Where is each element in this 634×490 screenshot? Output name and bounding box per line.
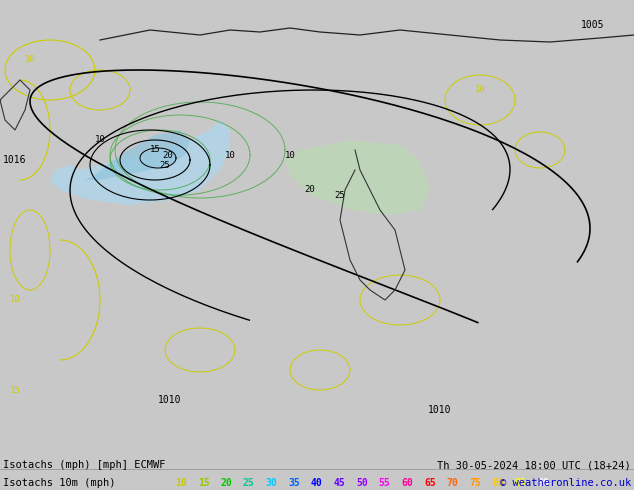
Text: 15: 15 — [10, 386, 20, 394]
Text: Isotachs 10m (mph): Isotachs 10m (mph) — [3, 478, 115, 488]
Polygon shape — [285, 140, 430, 215]
Text: 20: 20 — [304, 186, 315, 195]
Text: 1016: 1016 — [3, 155, 27, 165]
Text: 10: 10 — [94, 136, 105, 145]
Text: 20: 20 — [220, 478, 232, 488]
Text: 10: 10 — [224, 150, 235, 160]
Text: 25: 25 — [160, 161, 171, 170]
Text: 10: 10 — [10, 295, 20, 304]
Text: 1010: 1010 — [158, 395, 182, 405]
Text: 20: 20 — [163, 150, 173, 160]
Text: 45: 45 — [333, 478, 346, 488]
Text: 1010: 1010 — [428, 405, 452, 415]
Text: 1005: 1005 — [581, 20, 605, 30]
Text: Th 30-05-2024 18:00 UTC (18+24): Th 30-05-2024 18:00 UTC (18+24) — [437, 460, 631, 470]
Polygon shape — [50, 120, 230, 205]
Text: 75: 75 — [469, 478, 481, 488]
Text: 15: 15 — [150, 146, 160, 154]
Text: 25: 25 — [335, 191, 346, 199]
Text: © weatheronline.co.uk: © weatheronline.co.uk — [500, 478, 631, 488]
Text: 65: 65 — [424, 478, 436, 488]
Text: 10: 10 — [475, 85, 486, 95]
Text: 90: 90 — [538, 478, 549, 488]
Text: 35: 35 — [288, 478, 300, 488]
Text: 25: 25 — [243, 478, 255, 488]
Polygon shape — [85, 130, 190, 180]
Text: 30: 30 — [266, 478, 277, 488]
Text: 85: 85 — [515, 478, 526, 488]
Text: 40: 40 — [311, 478, 323, 488]
Text: 10: 10 — [175, 478, 187, 488]
Text: 80: 80 — [492, 478, 504, 488]
Text: 50: 50 — [356, 478, 368, 488]
Text: 10: 10 — [285, 150, 295, 160]
Text: Isotachs (mph) [mph] ECMWF: Isotachs (mph) [mph] ECMWF — [3, 460, 165, 470]
Text: 15: 15 — [198, 478, 209, 488]
Text: 10: 10 — [25, 55, 36, 65]
Text: 55: 55 — [379, 478, 391, 488]
Text: 70: 70 — [447, 478, 458, 488]
Text: 60: 60 — [401, 478, 413, 488]
